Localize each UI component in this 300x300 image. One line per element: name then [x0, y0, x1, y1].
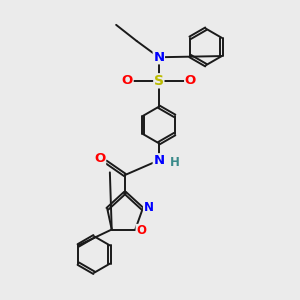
Text: N: N	[143, 201, 154, 214]
Text: N: N	[153, 51, 164, 64]
Text: O: O	[136, 224, 146, 238]
Text: H: H	[170, 156, 180, 169]
Text: O: O	[122, 74, 133, 87]
Text: N: N	[153, 154, 164, 167]
Text: O: O	[94, 152, 106, 165]
Text: O: O	[185, 74, 196, 87]
Text: S: S	[154, 74, 164, 88]
